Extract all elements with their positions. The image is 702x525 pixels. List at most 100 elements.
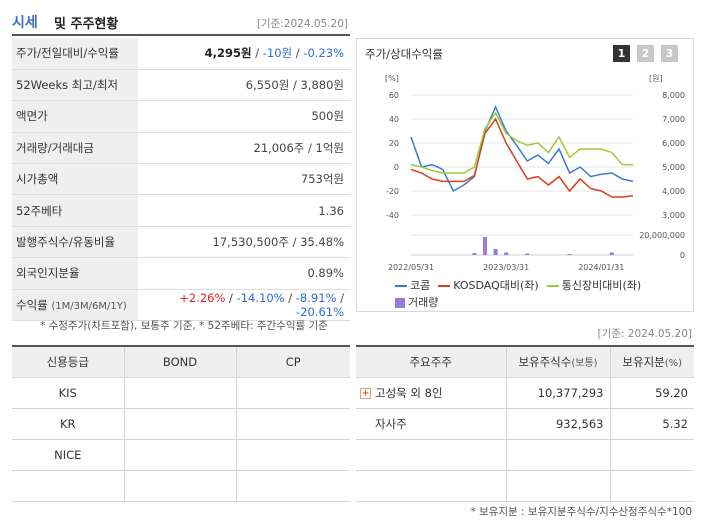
cell [123,377,236,409]
info-label: 외국인지분율 [12,257,138,290]
cell: KR [12,408,124,440]
legend-item: 거래량 [395,294,438,311]
info-row: 거래량/거래대금 21,006주 / 1억원 [12,132,350,165]
chart-page-2-button[interactable]: 2 [637,45,654,62]
left-tick-label: -20 [386,187,399,196]
holder-shares [505,470,610,502]
info-row: 52주베타 1.36 [12,194,350,227]
price: 4,295원 [204,46,252,61]
right-tick-label: 5,000 [662,163,685,172]
return-3m: -14.10% [236,290,285,305]
col-header: 신용등급 [12,345,124,378]
table-row: KIS [12,377,350,409]
cell [123,470,236,502]
legend-label: 거래량 [408,296,439,309]
holder-shares: 932,563 [505,408,610,440]
col-header: BOND [123,345,236,378]
info-value: 500원 [138,100,350,133]
header-title: 및 주주현황 [54,17,119,32]
volume-tick-label: 0 [680,251,685,260]
legend-label: 코콤 [410,279,431,292]
info-label: 수익률 (1M/3M/6M/1Y) [12,289,138,322]
x-tick-label: 2024/01/31 [578,263,624,272]
legend-line-icon [546,285,559,287]
volume-bar [567,254,572,255]
footnote-left: * 수정주가(차트포함), 보통주 기준, * 52주베타: 주간수익률 기준 [40,320,328,332]
chart-page-3-button[interactable]: 3 [661,45,678,62]
right-tick-label: 8,000 [662,91,685,100]
volume-bar [483,237,487,255]
chart-page-1-button[interactable]: 1 [613,45,630,62]
col-header-sub: (%) [664,357,683,369]
chart-title: 주가/상대수익률 [365,47,443,61]
header-date: [기준:2024.05.20] [256,18,348,30]
sep: / [292,46,304,61]
left-unit: [%] [385,74,399,83]
info-label: 거래량/거래대금 [12,132,138,165]
table-header-row: 주요주주 보유주식수(보통) 보유지분(%) [356,345,694,378]
legend-label: 통신장비대비(좌) [561,279,642,292]
change-rate: -0.23% [303,46,344,61]
legend-label: KOSDAQ대비(좌) [453,279,539,292]
returns-sublabel: (1M/3M/6M/1Y) [51,300,127,312]
x-tick-label: 2023/03/31 [483,263,529,272]
info-row: 수익률 (1M/3M/6M/1Y) +2.26% / -14.10% / -8.… [12,289,350,322]
cell: NICE [12,439,124,471]
col-header: 보유지분(%) [609,345,694,378]
legend-line-icon [395,285,407,287]
info-value: 17,530,500주 / 35.48% [138,226,350,259]
info-value: 753억원 [138,163,350,196]
legend-item: 코콤 [395,277,430,294]
info-row: 외국인지분율 0.89% [12,257,350,290]
holder-pct: 5.32 [609,408,694,440]
table-row [12,470,350,502]
info-label: 주가/전일대비/수익률 [12,38,138,70]
cell [123,408,236,440]
section-header: 시세 및 주주현황 [기준:2024.05.20] [12,10,350,36]
right-unit: [원] [649,74,663,83]
table-row [356,439,694,471]
sep: / [251,46,263,61]
chart-svg: [%] [원] 60 8,000 40 7,000 20 6,000 0 5,000 -20 4,… [385,74,685,272]
info-row: 액면가 500원 [12,100,350,133]
holder-pct: 59.20 [609,377,694,409]
volume-tick-label: 20,000,000 [639,231,685,240]
info-value: 4,295원 / -10원 / -0.23% [138,38,350,70]
right-tick-label: 6,000 [662,139,685,148]
info-label: 52주베타 [12,194,138,227]
legend-bar-icon [395,298,405,308]
footnote-bottom: * 보유지분 : 보유지분주식수/지수산정주식수*100 [470,506,692,518]
x-tick-label: 2022/05/31 [388,263,434,272]
left-tick-label: -40 [386,211,399,220]
telecom-relative-line [410,111,633,174]
col-header: 보유주식수(보통) [505,345,610,378]
credit-rating-table: 신용등급 BOND CP KIS KR NICE [12,345,350,502]
holder-name: 고성욱 외 8인 [375,385,443,400]
chart-panel: 주가/상대수익률 1 2 3 [%] [원] 60 8,000 40 7,000 20 6… [356,38,694,312]
header-title-blue: 시세 [12,15,38,31]
left-tick-label: 20 [389,139,399,148]
col-header-text: 보유지분 [622,354,665,369]
left-tick-label: 40 [389,115,399,124]
legend-line-icon [438,285,451,287]
kosdaq-relative-line [410,117,634,198]
cell [235,470,350,502]
cell [123,439,236,471]
col-header-text: 보유주식수 [518,354,572,369]
right-tick-label: 3,000 [662,211,685,220]
cell [235,439,350,471]
return-6m: -8.91% [295,290,337,305]
info-value: 0.89% [138,257,350,290]
col-header-sub: (보통) [571,357,598,369]
holder-shares: 10,377,293 [505,377,610,409]
cell: KIS [12,377,124,409]
info-value: 1.36 [138,194,350,227]
footnote-date: [기준: 2024.05.20] [597,328,692,340]
col-header: 주요주주 [356,345,506,378]
stock-line [410,105,634,193]
cell [235,377,350,409]
info-value: 21,006주 / 1억원 [138,132,350,165]
info-label: 발행주식수/유동비율 [12,226,138,259]
expand-plus-icon[interactable]: + [360,387,371,399]
left-tick-label: 60 [389,91,399,100]
